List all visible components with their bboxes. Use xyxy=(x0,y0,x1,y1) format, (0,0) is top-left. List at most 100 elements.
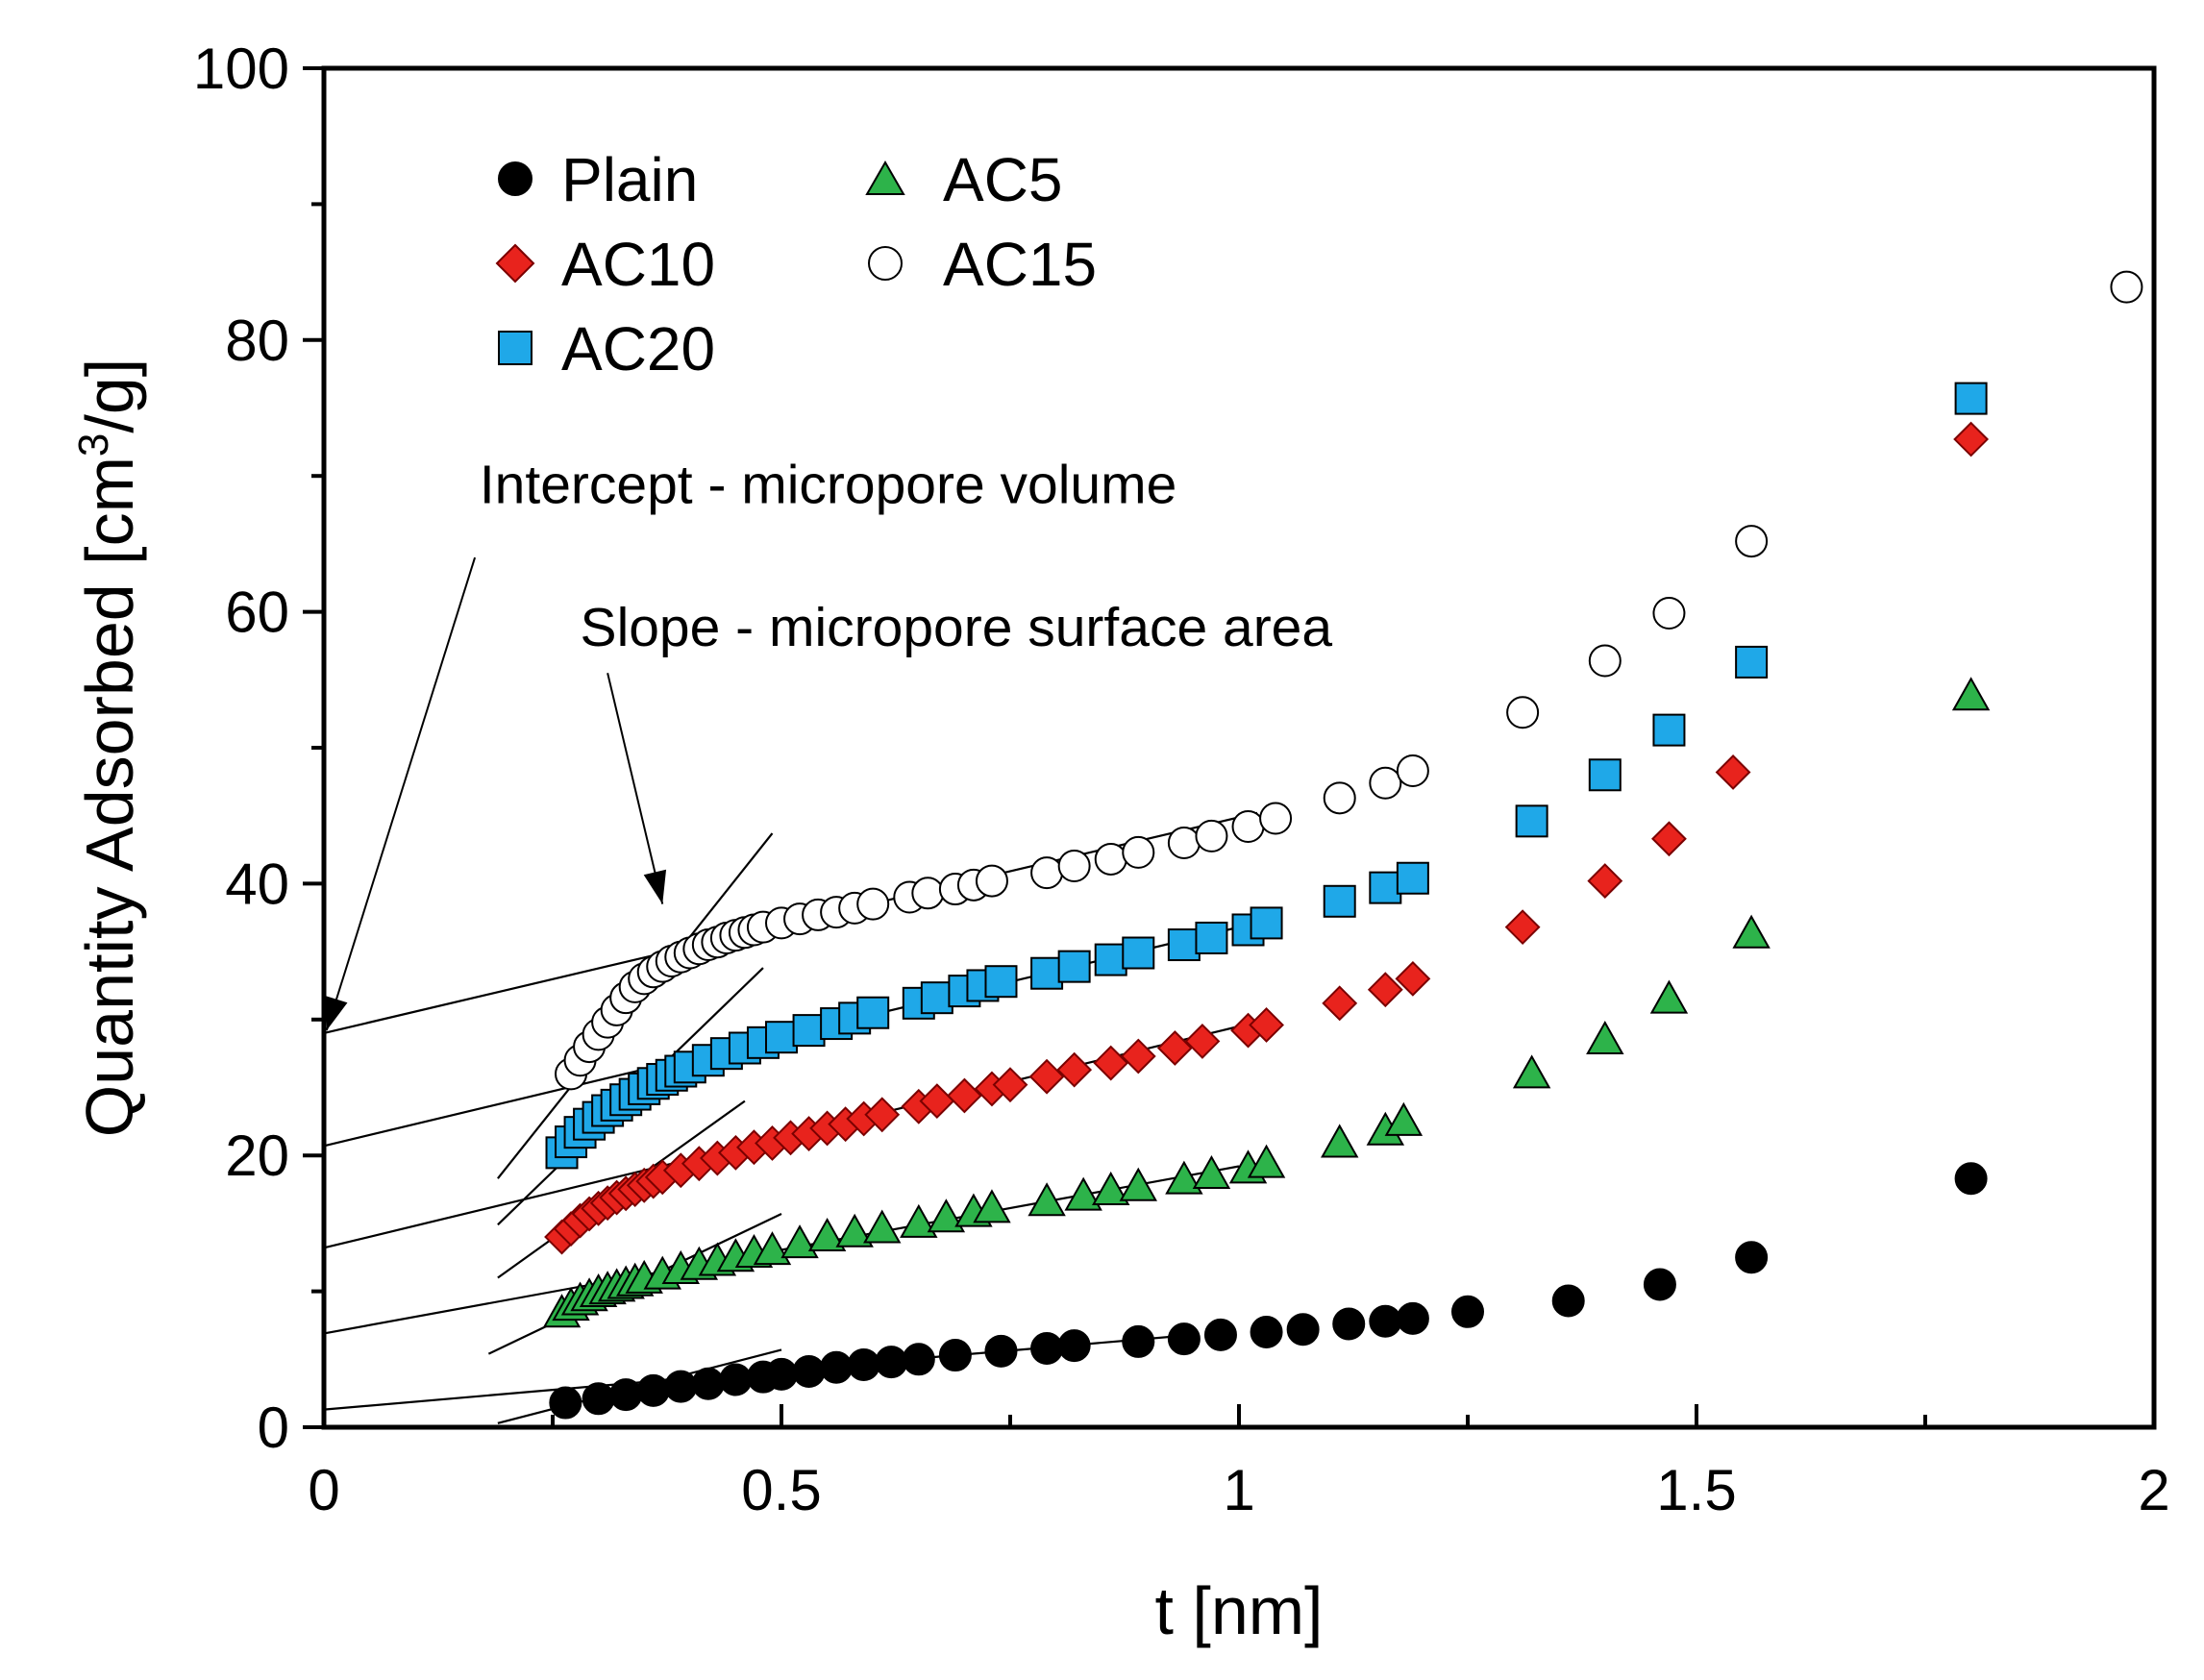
annotation-arrow-line xyxy=(607,672,664,904)
data-point-plain xyxy=(1451,1295,1484,1328)
data-point-ac10 xyxy=(1715,754,1751,790)
data-point-plain xyxy=(938,1339,972,1372)
legend-marker-plain xyxy=(498,161,532,196)
legend-item-ac5: AC5 xyxy=(865,145,1063,214)
data-point-ac5 xyxy=(780,1224,819,1259)
data-point-ac5 xyxy=(807,1218,847,1252)
data-point-ac5 xyxy=(973,1189,1011,1223)
data-point-ac5 xyxy=(1064,1176,1102,1211)
data-point-ac5 xyxy=(927,1198,966,1233)
annotations: Intercept - micropore volume Slope - micr… xyxy=(325,454,1332,1031)
legend-label-ac15: AC15 xyxy=(943,230,1097,299)
legend-label-ac20: AC20 xyxy=(561,314,715,383)
data-point-plain xyxy=(1332,1307,1366,1341)
fit-lines xyxy=(323,811,1258,1424)
data-point-ac20 xyxy=(1323,884,1356,918)
data-point-ac10 xyxy=(946,1077,982,1114)
data-point-ac5 xyxy=(1165,1160,1203,1195)
legend-item-ac15: AC15 xyxy=(868,230,1097,299)
data-point-ac15 xyxy=(1652,597,1686,630)
legend-item-plain: Plain xyxy=(498,145,698,214)
series-ac20 xyxy=(545,382,1988,1170)
data-point-plain xyxy=(664,1370,698,1403)
data-point-ac5 xyxy=(863,1209,902,1244)
series-ac5 xyxy=(542,677,1991,1328)
annotation-text: Intercept - micropore volume xyxy=(480,454,1176,515)
data-point-plain xyxy=(1167,1322,1201,1356)
data-point-plain xyxy=(1286,1313,1320,1346)
annotation-arrow-line xyxy=(325,556,477,1031)
annotation-arrowhead xyxy=(643,869,667,904)
data-point-ac15 xyxy=(1094,842,1127,876)
data-point-ac20 xyxy=(1195,921,1228,954)
data-point-ac20 xyxy=(1250,906,1283,940)
x-tick-label: 0 xyxy=(308,1458,339,1522)
data-point-ac5 xyxy=(1321,1124,1359,1158)
legend-marker-ac10 xyxy=(495,243,535,284)
annotation-1: Intercept - micropore volume xyxy=(325,454,1176,1031)
data-point-plain xyxy=(1057,1329,1091,1363)
data-point-ac15 xyxy=(1122,835,1155,869)
data-point-ac10 xyxy=(992,1067,1028,1103)
data-point-ac5 xyxy=(1247,1144,1286,1178)
data-point-ac15 xyxy=(1735,525,1769,558)
legend-label-ac5: AC5 xyxy=(943,145,1063,214)
legend-marker-ac15 xyxy=(868,246,903,281)
data-point-ac20 xyxy=(792,1014,826,1048)
data-point-plain xyxy=(609,1378,643,1412)
y-axis-title: Quantity Adsorbed [cm3/g] xyxy=(70,358,147,1137)
y-tick-label: 40 xyxy=(225,852,289,916)
data-point-plain xyxy=(1250,1316,1283,1349)
data-point-plain xyxy=(847,1347,880,1381)
data-point-ac20 xyxy=(1588,758,1622,792)
data-point-plain xyxy=(636,1373,670,1407)
data-point-ac15 xyxy=(1369,766,1402,800)
data-point-ac10 xyxy=(1249,1007,1284,1043)
data-point-ac5 xyxy=(1119,1167,1157,1201)
legend-item-ac10: AC10 xyxy=(495,230,715,299)
data-point-ac5 xyxy=(1732,914,1771,949)
legend: Plain AC10 AC20 AC5 AC15 xyxy=(495,145,1097,383)
y-axis-title-sup: 3 xyxy=(70,433,117,457)
data-point-ac20 xyxy=(1094,943,1127,976)
data-point-ac15 xyxy=(2110,270,2143,304)
data-point-ac15 xyxy=(1030,856,1064,890)
data-point-ac20 xyxy=(1396,861,1429,895)
annotation-2: Slope - micropore surface area xyxy=(581,597,1332,904)
data-point-plain xyxy=(719,1363,753,1396)
y-tick-label: 20 xyxy=(225,1124,289,1188)
data-point-plain xyxy=(582,1382,615,1416)
legend-marker-ac20 xyxy=(498,331,532,365)
data-point-ac10 xyxy=(1184,1024,1221,1059)
data-point-ac10 xyxy=(1093,1045,1129,1081)
data-point-ac20 xyxy=(765,1021,798,1054)
data-point-ac5 xyxy=(900,1203,938,1238)
y-tick-label: 100 xyxy=(193,37,289,101)
data-point-plain xyxy=(875,1346,908,1379)
data-point-plain xyxy=(1030,1331,1064,1365)
data-point-ac20 xyxy=(1057,950,1091,983)
y-axis-title-tail: /g] xyxy=(72,358,147,433)
data-point-ac20 xyxy=(920,981,953,1015)
series-ac10 xyxy=(544,421,1990,1255)
data-point-ac20 xyxy=(1030,956,1064,990)
data-point-ac20 xyxy=(856,996,890,1029)
data-point-plain xyxy=(1954,1162,1988,1196)
data-point-ac15 xyxy=(1396,754,1429,788)
data-point-plain xyxy=(1551,1284,1585,1318)
data-point-ac10 xyxy=(1587,863,1623,899)
data-point-plain xyxy=(1369,1304,1402,1338)
data-point-ac15 xyxy=(1323,781,1356,815)
x-axis-title: t [nm] xyxy=(1154,1573,1323,1648)
data-point-plain xyxy=(1203,1318,1237,1351)
data-point-plain xyxy=(984,1334,1018,1368)
data-point-ac5 xyxy=(835,1213,874,1248)
data-point-ac15 xyxy=(856,887,890,921)
data-point-ac10 xyxy=(1028,1058,1065,1095)
data-point-ac10 xyxy=(1651,821,1687,857)
data-point-ac15 xyxy=(911,877,945,910)
x-tick-label: 1.5 xyxy=(1656,1458,1736,1522)
data-point-ac15 xyxy=(1231,810,1265,844)
data-point-ac15 xyxy=(1506,696,1540,729)
